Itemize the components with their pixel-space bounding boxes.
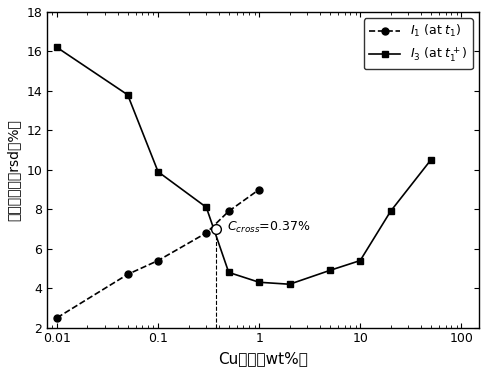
X-axis label: Cu含量（wt%）: Cu含量（wt%）	[218, 351, 308, 366]
$I_1$ (at $t_1$)	[155, 258, 161, 263]
$I_3$ (at $t_1^+$)	[54, 45, 60, 50]
$I_1$ (at $t_1$)	[226, 209, 232, 213]
$I_1$ (at $t_1$)	[203, 231, 209, 235]
$I_1$ (at $t_1$)	[54, 316, 60, 320]
$I_1$ (at $t_1$)	[256, 187, 262, 192]
$I_3$ (at $t_1^+$)	[357, 258, 363, 263]
Legend: $I_1$ (at $t_1$), $I_3$ (at $t_1^+$): $I_1$ (at $t_1$), $I_3$ (at $t_1^+$)	[364, 18, 473, 69]
$I_3$ (at $t_1^+$)	[125, 93, 131, 97]
Text: $C_{cross}$=0.37%: $C_{cross}$=0.37%	[227, 220, 311, 235]
$I_3$ (at $t_1^+$)	[155, 169, 161, 174]
$I_1$ (at $t_1$)	[125, 272, 131, 277]
$I_3$ (at $t_1^+$)	[428, 158, 434, 162]
Y-axis label: 相对标准偏巯rsd（%）: 相对标准偏巯rsd（%）	[7, 119, 21, 221]
Line: $I_3$ (at $t_1^+$): $I_3$ (at $t_1^+$)	[53, 44, 434, 288]
$I_3$ (at $t_1^+$)	[203, 205, 209, 210]
$I_3$ (at $t_1^+$)	[287, 282, 293, 286]
$I_3$ (at $t_1^+$)	[226, 270, 232, 275]
$I_3$ (at $t_1^+$)	[256, 280, 262, 285]
$I_3$ (at $t_1^+$)	[327, 268, 333, 273]
Line: $I_1$ (at $t_1$): $I_1$ (at $t_1$)	[53, 186, 262, 321]
$I_3$ (at $t_1^+$)	[388, 209, 394, 213]
